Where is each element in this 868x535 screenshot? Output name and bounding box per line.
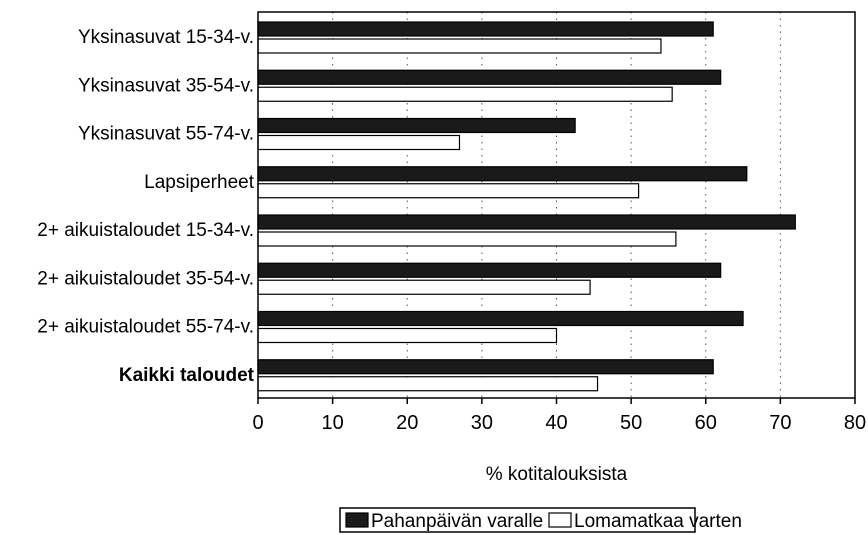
category-labels: Yksinasuvat 15-34-v. Yksinasuvat 35-54-v.… <box>37 27 254 386</box>
category-label: Kaikki taloudet <box>119 365 255 386</box>
bar-lomamatkaa-varten <box>257 231 677 247</box>
x-tick-label: 20 <box>396 412 418 434</box>
legend-swatch-lomamatkaa-varten <box>548 512 572 528</box>
bar-pahanpaivan-varalle <box>257 214 796 230</box>
x-axis-title: % kotitalouksista <box>486 464 628 485</box>
bar-lomamatkaa-varten <box>257 327 558 344</box>
x-axis-ticks: 0 10 20 30 40 50 60 70 80 <box>252 398 866 434</box>
x-tick-label: 70 <box>769 412 791 434</box>
bar-lomamatkaa-varten <box>257 38 662 54</box>
bar-lomamatkaa-varten <box>257 183 640 199</box>
legend-label-pahanpaivan-varalle: Pahanpäivän varalle <box>371 511 543 532</box>
x-tick-label: 40 <box>545 412 567 434</box>
x-tick-label: 50 <box>620 412 642 434</box>
bar-lomamatkaa-varten <box>257 86 673 102</box>
bar-pahanpaivan-varalle <box>257 69 722 85</box>
category-label: Yksinasuvat 35-54-v. <box>78 75 254 96</box>
bar-pahanpaivan-varalle <box>257 310 744 327</box>
bar-lomamatkaa-varten <box>257 376 599 392</box>
category-label: Yksinasuvat 15-34-v. <box>78 27 254 48</box>
category-label: 2+ aikuistaloudet 35-54-v. <box>37 268 254 289</box>
bar-pahanpaivan-varalle <box>257 359 714 375</box>
legend-swatch-pahanpaivan-varalle <box>345 512 369 528</box>
x-tick-label: 10 <box>322 412 344 434</box>
x-tick-label: 80 <box>844 412 866 434</box>
category-label: Yksinasuvat 55-74-v. <box>78 124 254 145</box>
bar-lomamatkaa-varten <box>257 279 591 295</box>
x-tick-label: 30 <box>471 412 493 434</box>
bar-pahanpaivan-varalle <box>257 117 576 134</box>
legend: Pahanpäivän varalle Lomamatkaa varten <box>339 507 742 533</box>
legend-label-lomamatkaa-varten: Lomamatkaa varten <box>574 511 742 532</box>
category-label: 2+ aikuistaloudet 15-34-v. <box>37 220 254 241</box>
legend-box <box>339 507 696 533</box>
bars <box>257 21 796 392</box>
bar-pahanpaivan-varalle <box>257 21 714 37</box>
category-label: Lapsiperheet <box>144 172 255 193</box>
category-label: 2+ aikuistaloudet 55-74-v. <box>37 317 254 338</box>
bar-pahanpaivan-varalle <box>257 262 722 278</box>
x-tick-label: 0 <box>252 412 263 434</box>
x-tick-label: 60 <box>695 412 717 434</box>
bar-pahanpaivan-varalle <box>257 166 748 182</box>
bar-lomamatkaa-varten <box>257 134 461 151</box>
